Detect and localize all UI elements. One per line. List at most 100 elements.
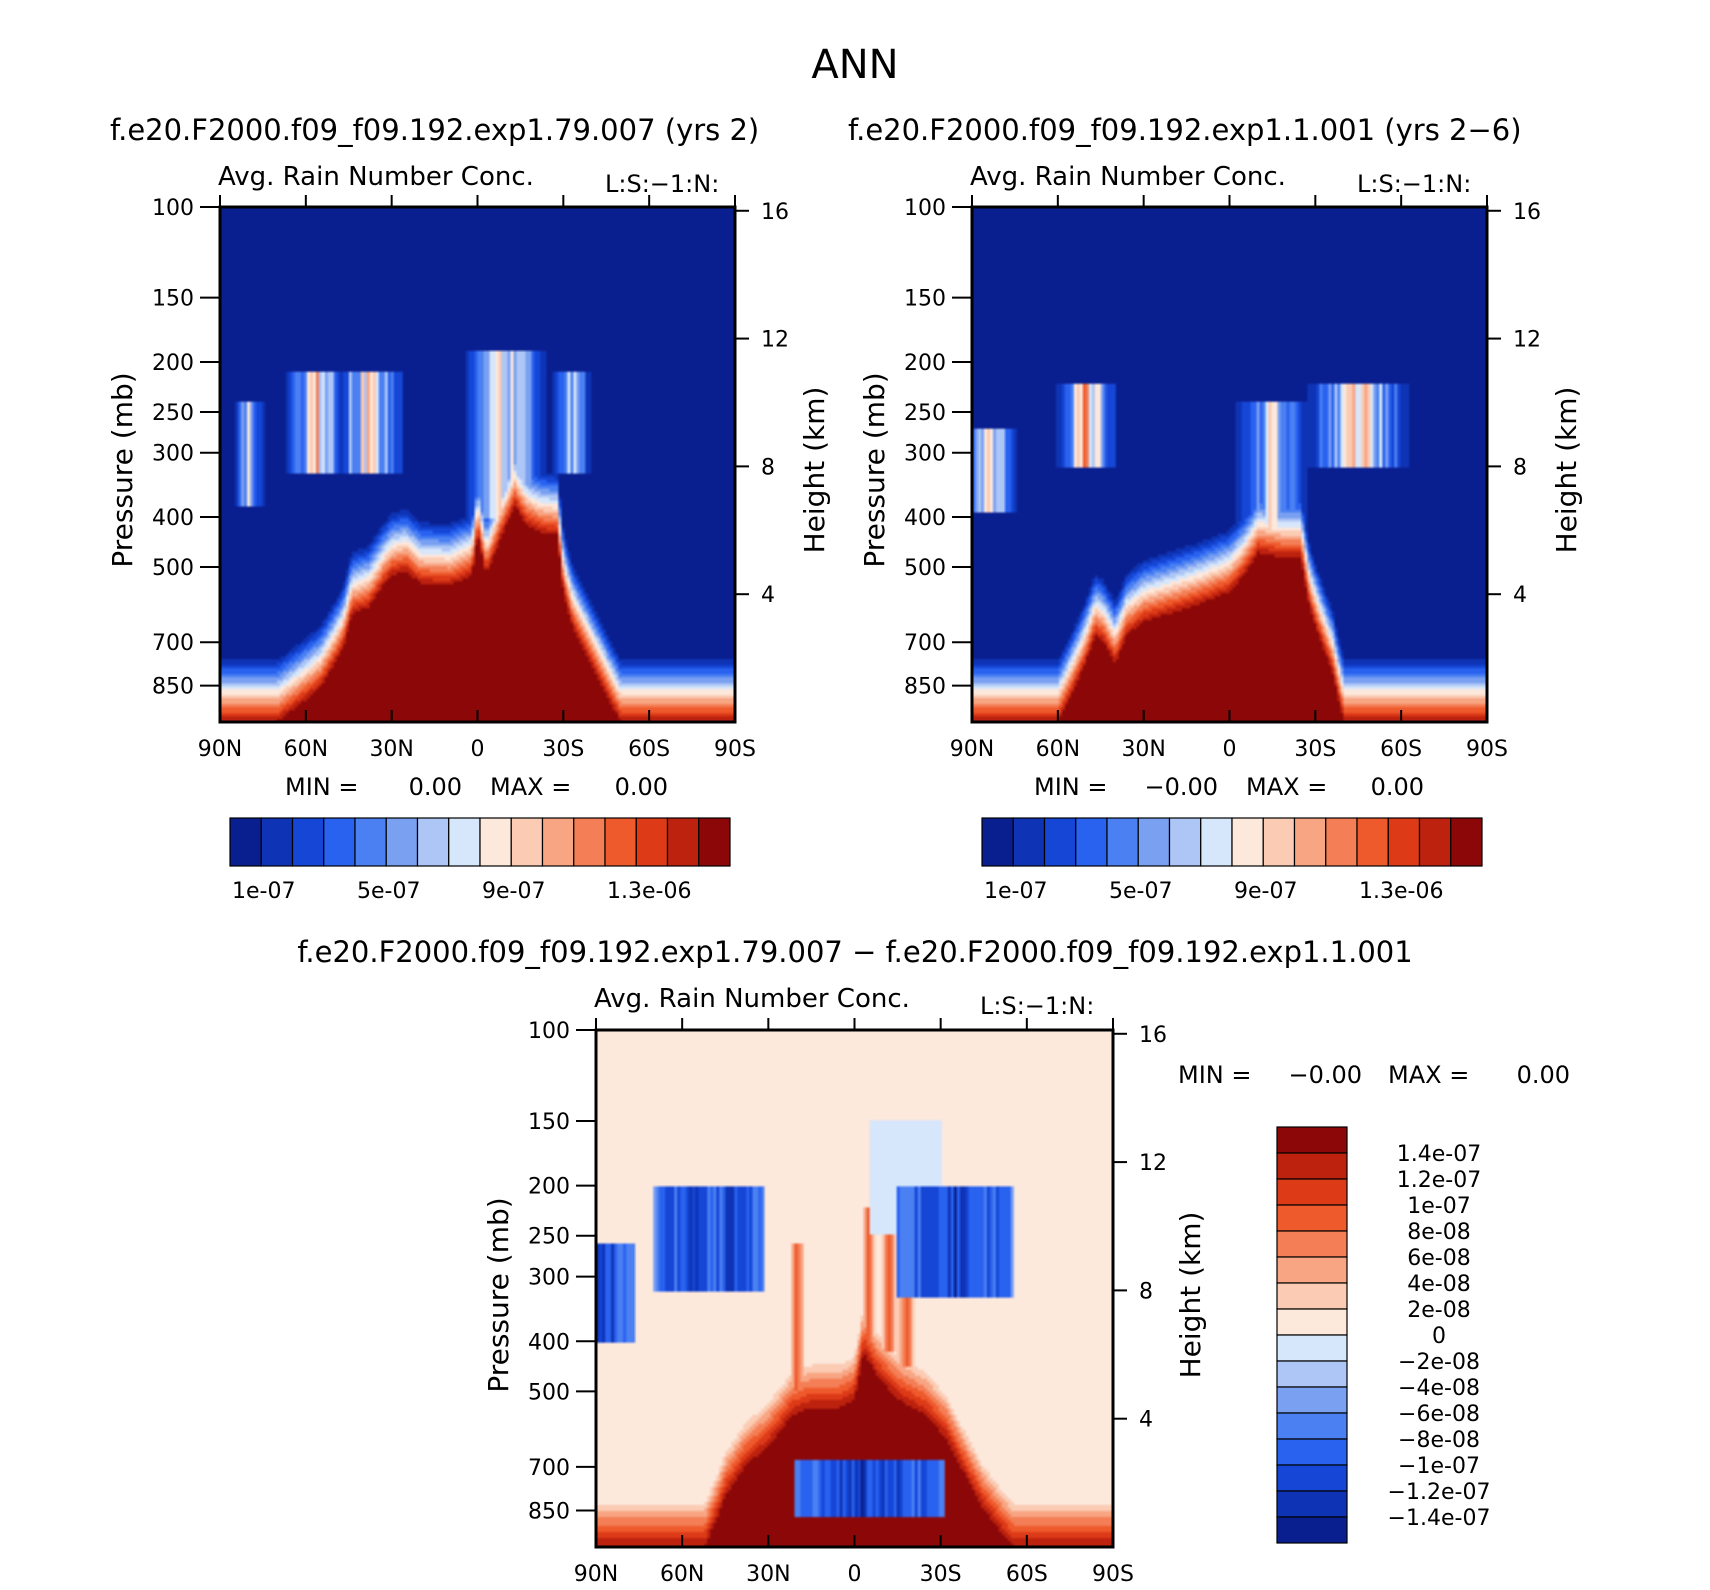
colorbar-tick-label: 0 — [1432, 1324, 1446, 1349]
colorbar-swatch — [1276, 1178, 1348, 1206]
panel-2-height-ticks: 16 12 8 4 — [1487, 200, 1541, 608]
height-tick-label: 16 — [1139, 1023, 1167, 1048]
colorbar-tick-label: 5e-07 — [357, 879, 420, 904]
panel-2-min-label: MIN = — [1034, 773, 1107, 801]
colorbar-swatch — [260, 817, 294, 867]
colorbar-swatch — [1137, 817, 1171, 867]
y-tick-label: 100 — [528, 1019, 570, 1044]
x-tick-label: 30N — [1121, 737, 1165, 762]
colorbar-tick-label: 1.3e-06 — [607, 879, 691, 904]
panel-1-max-value: 0.00 — [615, 773, 668, 801]
colorbar-swatch — [1262, 817, 1296, 867]
colorbar-swatch — [1200, 817, 1233, 867]
colorbar-swatch — [635, 817, 669, 867]
colorbar-swatch — [1231, 817, 1264, 867]
y-tick-label: 250 — [528, 1225, 570, 1250]
y-tick-label: 150 — [528, 1110, 570, 1135]
heatmap-field — [972, 207, 1487, 722]
colorbar-swatch — [1276, 1308, 1348, 1336]
colorbar-swatch — [1276, 1412, 1348, 1440]
colorbar-swatch — [1276, 1516, 1348, 1544]
y-tick-label: 200 — [528, 1175, 570, 1200]
colorbar-tick-label: −1.4e-07 — [1388, 1506, 1491, 1531]
x-tick-label: 0 — [471, 737, 485, 762]
colorbar-swatch — [1075, 817, 1108, 867]
panel-1-corner-label: L:S:−1:N: — [605, 170, 719, 198]
colorbar-swatch — [1387, 817, 1421, 867]
panel-2-y-label-right: Height (km) — [1550, 387, 1583, 554]
x-tick-label: 90N — [574, 1562, 618, 1587]
y-tick-label: 500 — [528, 1380, 570, 1405]
colorbar-swatch — [1276, 1282, 1348, 1310]
colorbar-swatch — [354, 817, 387, 867]
y-tick-label: 700 — [152, 631, 194, 656]
height-tick-label: 4 — [1139, 1408, 1153, 1433]
colorbar-swatch — [291, 817, 325, 867]
colorbar-swatch — [698, 817, 731, 867]
x-tick-label: 60N — [660, 1562, 704, 1587]
panel-2-heatmap — [972, 207, 1487, 722]
panel-1-x-ticks: 90N 60N 30N 0 30S 60S 90S — [198, 195, 756, 762]
height-tick-label: 16 — [761, 200, 789, 225]
y-tick-label: 300 — [528, 1266, 570, 1291]
heatmap-field — [220, 207, 735, 722]
panel-2-y-label: Pressure (mb) — [858, 372, 891, 567]
colorbar-tick-label: 5e-07 — [1109, 879, 1172, 904]
y-tick-label: 500 — [152, 556, 194, 581]
height-tick-label: 16 — [1513, 200, 1541, 225]
x-tick-label: 30S — [542, 737, 584, 762]
y-tick-label: 300 — [152, 442, 194, 467]
panel-2-max-label: MAX = — [1246, 773, 1327, 801]
x-tick-label: 30N — [746, 1562, 790, 1587]
y-tick-label: 250 — [904, 401, 946, 426]
heatmap-field — [596, 1030, 1113, 1547]
panel-1-subtitle: Avg. Rain Number Conc. — [218, 162, 534, 192]
colorbar-swatch — [981, 817, 1014, 867]
colorbar-tick-label: 6e-08 — [1407, 1246, 1470, 1271]
colorbar-swatch — [1276, 1126, 1348, 1154]
x-tick-label: 30S — [1294, 737, 1336, 762]
x-tick-label: 30S — [920, 1562, 962, 1587]
y-tick-label: 150 — [904, 287, 946, 312]
colorbar-swatch — [1276, 1438, 1348, 1466]
colorbar-swatch — [479, 817, 512, 867]
colorbar-tick-label: −1e-07 — [1398, 1454, 1480, 1479]
colorbar-swatch — [1276, 1230, 1348, 1258]
panel-3-y-label: Pressure (mb) — [482, 1197, 515, 1392]
height-tick-label: 12 — [761, 328, 789, 353]
x-tick-label: 60N — [1036, 737, 1080, 762]
x-tick-label: 90S — [1092, 1562, 1134, 1587]
colorbar-tick-label: 1e-07 — [1407, 1194, 1470, 1219]
panel-3-subtitle: Avg. Rain Number Conc. — [594, 984, 910, 1014]
colorbar-swatch — [1450, 817, 1483, 867]
height-tick-label: 8 — [1139, 1279, 1153, 1304]
colorbar-swatch — [229, 817, 262, 867]
panel-3-min-label: MIN = — [1178, 1061, 1251, 1089]
colorbar-swatch — [604, 817, 637, 867]
x-tick-label: 90N — [950, 737, 994, 762]
height-tick-label: 8 — [761, 455, 775, 480]
panel-3-run-title: f.e20.F2000.f09_f09.192.exp1.79.007 − f.… — [297, 935, 1412, 969]
y-tick-label: 200 — [904, 351, 946, 376]
height-tick-label: 12 — [1139, 1151, 1167, 1176]
panel-3-min-value: −0.00 — [1288, 1061, 1362, 1089]
colorbar-tick-label: −6e-08 — [1398, 1402, 1480, 1427]
colorbar-swatch — [1276, 1490, 1348, 1518]
colorbar-swatch — [1043, 817, 1077, 867]
y-tick-label: 850 — [528, 1500, 570, 1525]
y-tick-label: 850 — [152, 675, 194, 700]
colorbar-swatch — [385, 817, 419, 867]
y-tick-label: 400 — [528, 1330, 570, 1355]
panel-2-min-value: −0.00 — [1144, 773, 1218, 801]
x-tick-label: 30N — [369, 737, 413, 762]
panel-3-height-ticks: 16 12 8 4 — [1113, 1023, 1167, 1433]
x-tick-label: 60S — [1006, 1562, 1048, 1587]
colorbar-swatch — [448, 817, 481, 867]
panel-3-corner-label: L:S:−1:N: — [980, 992, 1094, 1020]
panel-1-height-ticks: 16 12 8 4 — [735, 200, 789, 608]
colorbar-swatch — [1356, 817, 1389, 867]
panel-3-colorbar: 1.4e-071.2e-071e-078e-086e-084e-082e-080… — [1276, 1126, 1491, 1544]
colorbar-tick-label: 1e-07 — [984, 879, 1047, 904]
colorbar-tick-label: 1e-07 — [232, 879, 295, 904]
colorbar-tick-label: 1.4e-07 — [1397, 1142, 1481, 1167]
